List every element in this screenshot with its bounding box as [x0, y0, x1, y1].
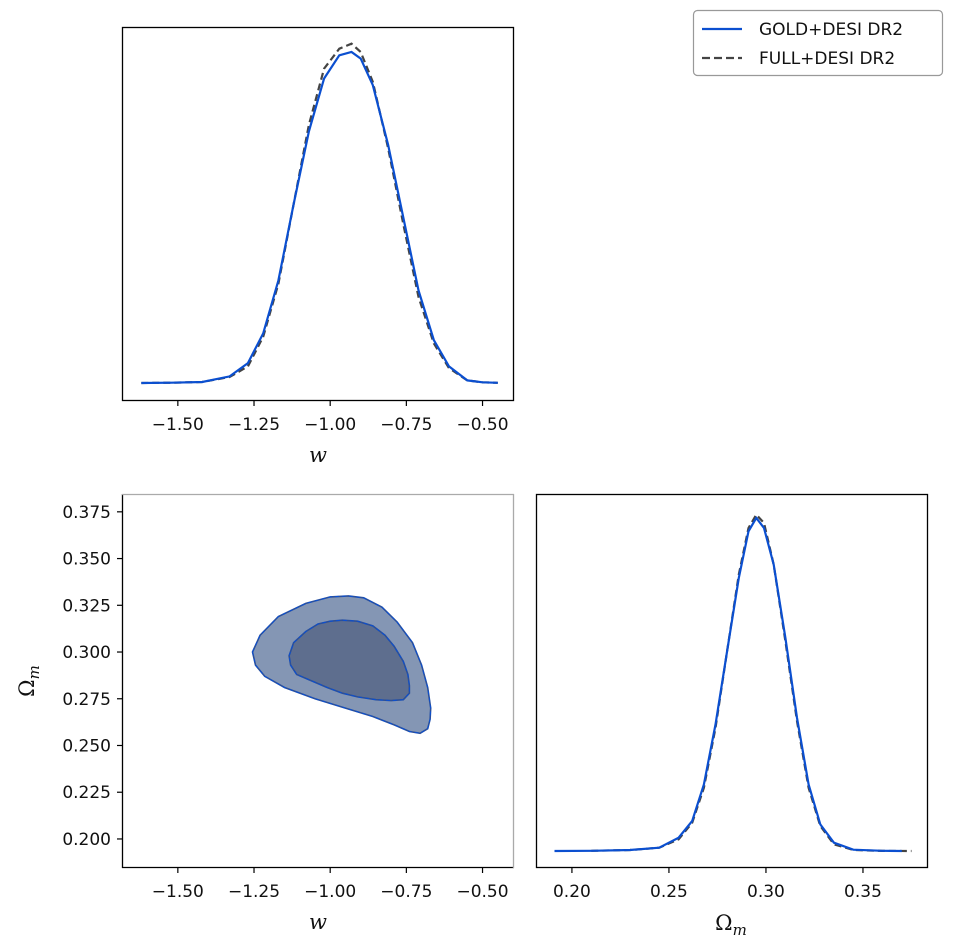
y-tick-label: 0.225 [62, 783, 111, 803]
y-tick-label: 0.250 [62, 736, 111, 756]
x-tick-label: −1.00 [304, 882, 356, 902]
contour-inner [288, 619, 411, 702]
x-tick-label: −1.25 [228, 415, 280, 435]
x-tick-label: 0.25 [650, 882, 688, 902]
w-marginal-panel: −1.50 −1.25 −1.00 −0.75 −0.50 w [121, 26, 515, 467]
contour-outer-dashed [251, 595, 432, 734]
curve-full [591, 512, 912, 853]
confidence-contours [251, 595, 432, 735]
y-tick-label: 0.325 [62, 596, 111, 616]
legend-box [692, 9, 944, 77]
x-tick-label: −1.00 [304, 415, 356, 435]
y-tick-label: 0.275 [62, 690, 111, 710]
legend-label-gold: GOLD+DESI DR2 [759, 20, 903, 40]
contour-xlabel: w [309, 910, 327, 934]
x-tick-label: −1.50 [152, 415, 204, 435]
curve-gold [554, 516, 902, 853]
y-tick-label: 0.375 [62, 503, 111, 523]
curve-gold [141, 50, 498, 385]
y-tick-label: 0.200 [62, 830, 111, 850]
om-marginal-xlabel: Ωm [715, 911, 747, 939]
om-marginal-frame [535, 493, 929, 869]
x-tick-label: −1.25 [228, 882, 280, 902]
w-marginal-frame [121, 26, 515, 402]
legend: GOLD+DESI DR2 FULL+DESI DR2 [692, 9, 944, 77]
om-marginal-curves [554, 512, 912, 853]
y-tick-label: 0.300 [62, 643, 111, 663]
w-marginal-x-ticks: −1.50 −1.25 −1.00 −0.75 −0.50 [152, 400, 509, 435]
y-tick-label: 0.350 [62, 550, 111, 570]
contour-y-ticks: 0.200 0.225 0.250 0.275 0.300 0.325 0.350 0.375 [62, 503, 123, 850]
om-marginal-panel: 0.20 0.25 0.30 0.35 Ωm [535, 493, 929, 939]
contour-x-ticks: −1.50 −1.25 −1.00 −0.75 −0.50 [152, 867, 509, 902]
contour-ylabel: Ωm [15, 665, 43, 697]
legend-label-full: FULL+DESI DR2 [759, 49, 895, 69]
x-tick-label: 0.20 [553, 882, 591, 902]
w-om-contour-panel: −1.50 −1.25 −1.00 −0.75 −0.50 0.200 0.225 0.25… [15, 493, 515, 934]
x-tick-label: −0.75 [380, 882, 432, 902]
x-tick-label: 0.30 [747, 882, 785, 902]
w-marginal-xlabel: w [309, 443, 327, 467]
curve-full [141, 42, 498, 385]
x-tick-label: −0.50 [456, 415, 508, 435]
om-marginal-x-ticks: 0.20 0.25 0.30 0.35 [553, 867, 882, 902]
w-marginal-curves [141, 42, 498, 385]
x-tick-label: −0.50 [456, 882, 508, 902]
x-tick-label: 0.35 [844, 882, 882, 902]
x-tick-label: −0.75 [380, 415, 432, 435]
x-tick-label: −1.50 [152, 882, 204, 902]
